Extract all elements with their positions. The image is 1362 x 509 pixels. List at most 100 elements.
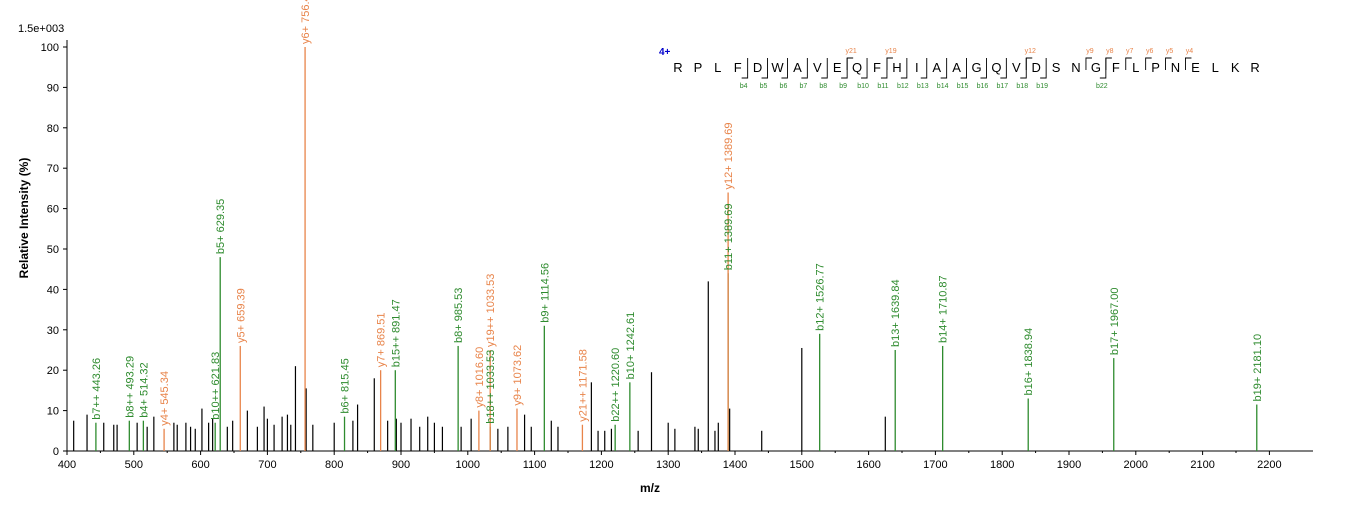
b-ion-tag: b19 bbox=[1036, 83, 1048, 90]
x-tick-label: 2000 bbox=[1124, 459, 1148, 471]
peak-label: y21++ 1171.58 bbox=[577, 349, 589, 422]
b-ion-tag: b17 bbox=[997, 83, 1009, 90]
x-axis-title: m/z bbox=[640, 481, 660, 495]
y-ion-tag: y19 bbox=[885, 48, 896, 55]
y-ion-bracket bbox=[1145, 57, 1152, 70]
peak-label: y6+ 756.4 bbox=[300, 0, 312, 44]
y-tick-label: 10 bbox=[47, 406, 59, 418]
sequence-residue: K bbox=[1231, 60, 1240, 75]
x-tick-label: 1600 bbox=[856, 459, 880, 471]
b-ion-bracket bbox=[980, 58, 987, 79]
y-ion-bracket bbox=[1105, 57, 1112, 70]
peak-label: b22++ 1220.60 bbox=[610, 348, 622, 422]
peak-label: b12+ 1526.77 bbox=[815, 263, 827, 331]
sequence-residue: G bbox=[1091, 60, 1101, 75]
y-tick-label: 0 bbox=[53, 446, 59, 458]
b-ion-bracket bbox=[900, 58, 908, 79]
peak-label: b10++ 621.83 bbox=[210, 352, 222, 420]
y-ion-bracket bbox=[846, 57, 854, 70]
peak-label: b4+ 514.32 bbox=[138, 362, 150, 417]
sequence-residue: R bbox=[1250, 60, 1259, 75]
y-tick-label: 100 bbox=[41, 42, 59, 54]
peak-label: y9+ 1073.62 bbox=[512, 345, 524, 406]
sequence-residue: D bbox=[1032, 60, 1041, 75]
y-ion-bracket bbox=[886, 57, 893, 70]
b-ion-tag: b16 bbox=[977, 83, 989, 90]
sequence-residue: L bbox=[1132, 60, 1139, 75]
peak-label: b18++ 1033.53 bbox=[485, 350, 497, 424]
b-ion-bracket bbox=[841, 58, 848, 79]
b-ion-bracket bbox=[920, 58, 928, 79]
y-ion-bracket bbox=[1184, 57, 1192, 70]
sequence-annotation: 4+R P L F D W A V E Q F H I A A G Q V D S N G F L P N E L K Rb4 b5 b6 b7… bbox=[659, 47, 1260, 90]
b-ion-tag: b22 bbox=[1096, 83, 1108, 90]
b-ion-bracket bbox=[821, 58, 828, 79]
b-ion-bracket bbox=[761, 58, 768, 79]
x-tick-label: 1000 bbox=[456, 459, 480, 471]
sequence-residue: Q bbox=[991, 60, 1001, 75]
b-ion-tag: b6 bbox=[780, 83, 788, 90]
y-ion-tag: y21 bbox=[846, 48, 857, 55]
sequence-residue: S bbox=[1052, 60, 1061, 75]
b-ion-tag: b8 bbox=[819, 83, 827, 90]
b-ion-tag: b7 bbox=[799, 83, 807, 90]
x-tick-label: 1300 bbox=[656, 459, 680, 471]
sequence-residue: Q bbox=[852, 60, 862, 75]
peak-label: y5+ 659.39 bbox=[235, 288, 247, 343]
b-ion-tag: b12 bbox=[897, 83, 909, 90]
x-tick-label: 900 bbox=[392, 459, 410, 471]
b-ion-tag: b13 bbox=[917, 83, 929, 90]
x-tick-label: 400 bbox=[58, 459, 76, 471]
sequence-residue: W bbox=[771, 60, 784, 75]
peak-labels: b7++ 443.26 b8++ 493.29 b4+ 514.32 y4+ 545.… bbox=[91, 0, 1264, 426]
x-tick-label: 700 bbox=[258, 459, 276, 471]
y-tick-label: 50 bbox=[47, 244, 59, 256]
y-ion-bracket bbox=[1165, 57, 1172, 70]
y-ion-tag: y8 bbox=[1106, 48, 1114, 55]
b-ion-tag: b14 bbox=[937, 83, 949, 90]
peak-label: b10+ 1242.61 bbox=[625, 312, 637, 380]
peak-label: b13+ 1639.84 bbox=[890, 279, 902, 347]
y-ticks: 0 10 20 30 40 50 60 70 80 90 100 bbox=[41, 42, 67, 458]
b-ion-bracket bbox=[781, 58, 788, 79]
y-tick-label: 90 bbox=[47, 82, 59, 94]
x-tick-label: 2100 bbox=[1190, 459, 1214, 471]
b-ion-bracket bbox=[1020, 58, 1027, 79]
b-ion-tag: b11 bbox=[877, 83, 888, 90]
y-tick-label: 30 bbox=[47, 325, 59, 337]
sequence-residue: E bbox=[1191, 60, 1200, 75]
y-tick-label: 20 bbox=[47, 365, 59, 377]
y-ion-bracket bbox=[1125, 57, 1132, 70]
x-tick-label: 1200 bbox=[589, 459, 613, 471]
peak-label: y8+ 1016.60 bbox=[474, 347, 486, 408]
peak-label: y19++ 1033.53 bbox=[485, 274, 497, 347]
sequence-residue: N bbox=[1171, 60, 1180, 75]
b-ion-tag: b5 bbox=[760, 83, 768, 90]
b-ion-tag: b9 bbox=[839, 83, 847, 90]
b-ion-bracket bbox=[741, 58, 749, 79]
y-ion-tag: y4 bbox=[1186, 48, 1194, 55]
charge-label: 4+ bbox=[659, 47, 671, 58]
sequence-residue: R bbox=[673, 60, 682, 75]
b-ion-bracket bbox=[880, 58, 888, 79]
sequence-residue: A bbox=[932, 60, 941, 75]
sequence-residue: D bbox=[753, 60, 762, 75]
b-ion-bracket bbox=[960, 58, 967, 79]
x-tick-label: 1100 bbox=[523, 459, 547, 471]
y-tick-label: 70 bbox=[47, 163, 59, 175]
x-tick-label: 600 bbox=[191, 459, 209, 471]
y-ion-tag: y6 bbox=[1146, 48, 1154, 55]
sequence-residue: A bbox=[793, 60, 802, 75]
sequence-residue: F bbox=[873, 60, 881, 75]
x-tick-label: 1400 bbox=[723, 459, 747, 471]
peak-label: b11+ 1389.69 bbox=[723, 203, 735, 270]
peak-label: b19+ 2181.10 bbox=[1252, 334, 1264, 402]
y-ion-tag: y5 bbox=[1166, 48, 1174, 55]
b-ion-tag: b4 bbox=[740, 83, 748, 90]
x-tick-label: 2200 bbox=[1257, 459, 1281, 471]
x-tick-label: 800 bbox=[325, 459, 343, 471]
sequence-residue: N bbox=[1071, 60, 1080, 75]
y-axis-title: Relative Intensity (%) bbox=[17, 158, 31, 279]
b-ion-bracket bbox=[861, 58, 868, 79]
peak-label: b15++ 891.47 bbox=[390, 299, 402, 367]
